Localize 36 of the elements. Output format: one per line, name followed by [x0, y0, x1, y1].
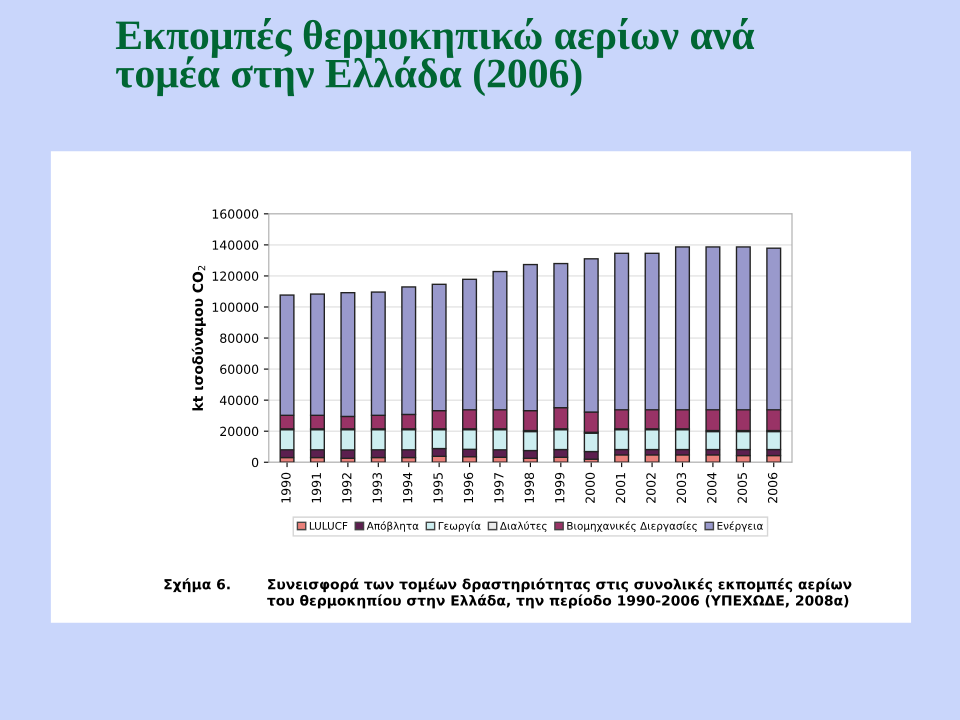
- text: Συνεισφορά των τομέων δραστηριότητας στις συνολικές εκπομπές αερίων του θερμοκηπίου στην Ελλάδα, την περίοδο 1990-2006 (ΥΠΕΧΩΔΕ, 2008α): [267, 578, 852, 608]
- x-tick-label: 2000: [585, 472, 595, 503]
- legend-label: Ενέργεια: [718, 521, 763, 532]
- y-tick-label: 100000: [212, 302, 258, 312]
- y-tick-label: 60000: [220, 364, 258, 374]
- x-tick-label: 1991: [312, 473, 322, 502]
- y-tick-label: 0: [252, 458, 258, 468]
- x-tick-label: 2003: [676, 472, 686, 503]
- legend-label: Βιομηχανικές Διεργασίες: [567, 521, 697, 532]
- y-tick-label: 120000: [212, 271, 258, 281]
- x-tick-label: 1997: [494, 473, 504, 502]
- x-tick-label: 1995: [433, 473, 443, 502]
- y-tick-label: 160000: [212, 209, 258, 219]
- x-tick-label: 1999: [554, 472, 564, 502]
- x-tick-label: 2002: [646, 473, 656, 503]
- x-tick-label: 1990: [281, 472, 291, 502]
- legend-label: Γεωργία: [438, 521, 481, 532]
- y-axis-title: kt ισοδύναμου CO$_{2}$: [192, 266, 206, 410]
- x-tick-label: 1993: [372, 472, 382, 502]
- x-tick-label: 1994: [402, 472, 412, 502]
- x-tick-label: 2001: [616, 473, 626, 503]
- legend-label: Διαλύτες: [500, 521, 547, 532]
- legend-label: LULUCF: [310, 522, 348, 530]
- y-tick-label: 80000: [220, 334, 258, 343]
- text: Σχήμα 6.: [164, 578, 230, 592]
- x-tick-label: 2004: [707, 472, 717, 503]
- x-tick-label: 1998: [524, 472, 534, 502]
- x-tick-label: 1996: [464, 472, 474, 502]
- chart-title: Εκπομπές θερμοκηπικώ αερίων ανά τομέα στην Ελλάδα (2006): [116, 18, 754, 96]
- y-tick-label: 20000: [220, 426, 258, 436]
- y-tick-label: 40000: [220, 396, 258, 406]
- y-tick-label: 140000: [212, 240, 258, 250]
- x-tick-label: 2005: [738, 473, 747, 503]
- legend-label: Απόβλητα: [366, 521, 419, 532]
- x-tick-label: 1992: [342, 473, 352, 502]
- x-tick-label: 2006: [768, 472, 778, 503]
